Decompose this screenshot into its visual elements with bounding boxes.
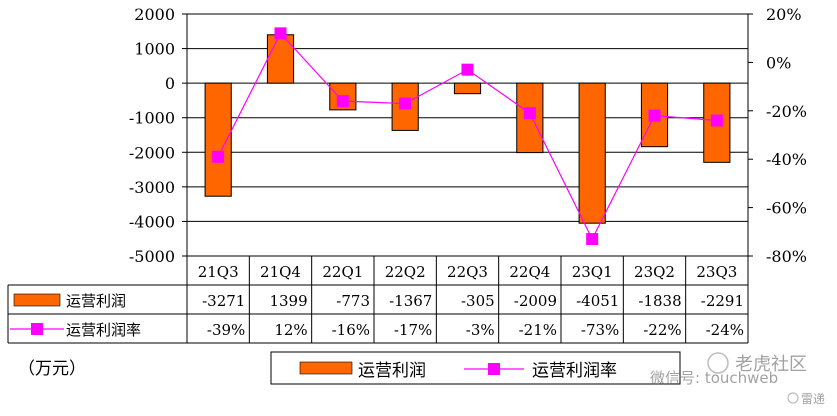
category-label: 22Q3 — [447, 263, 488, 281]
legend-bar-label: 运营利润 — [358, 361, 426, 381]
left-axis-tick-label: -2000 — [129, 143, 175, 162]
category-label: 23Q3 — [696, 263, 737, 281]
left-axis-tick-label: -4000 — [129, 212, 175, 231]
left-axis-tick-label: -5000 — [129, 247, 175, 266]
line-value-label: -22% — [643, 321, 681, 339]
line-value-label: -39% — [207, 321, 245, 339]
bar-value-label: -1367 — [389, 292, 432, 310]
line-value-label: -73% — [581, 321, 619, 339]
bar-value-label: -2009 — [514, 292, 557, 310]
watermark-logo-icon — [707, 352, 729, 374]
bar-value-label: -4051 — [576, 292, 619, 310]
legend-line-marker — [488, 363, 500, 375]
watermark-line1: 老虎社区 — [735, 354, 807, 375]
right-axis-tick-label: 20% — [766, 5, 802, 24]
bar-value-label: -773 — [336, 292, 370, 310]
table-series-name: 运营利润率 — [66, 321, 141, 339]
line-value-label: -3% — [466, 321, 495, 339]
category-label: 21Q3 — [198, 263, 239, 281]
line-value-label: -17% — [394, 321, 432, 339]
category-label: 22Q1 — [322, 263, 363, 281]
bar-value-label: -3271 — [202, 292, 245, 310]
category-label: 23Q1 — [572, 263, 613, 281]
line-marker — [523, 107, 536, 120]
line-marker — [336, 95, 349, 108]
line-marker — [586, 233, 599, 246]
table-series-name: 运营利润 — [66, 292, 126, 310]
right-axis-tick-label: -40% — [766, 150, 807, 169]
data-table: 21Q3 21Q4 22Q1 22Q2 22Q3 22Q4 23Q1 23Q2 23Q3 运营利润… — [7, 255, 749, 344]
axes: 2000 1000 0 -1000 -2000 -3000 -4000 -5000 20% 0% -… — [129, 5, 807, 266]
line-marker — [399, 97, 412, 110]
category-label: 22Q4 — [509, 263, 550, 281]
table-bar-swatch — [13, 293, 61, 307]
line-value-label: -24% — [706, 321, 744, 339]
left-axis-tick-label: 2000 — [134, 5, 175, 24]
bar — [516, 82, 544, 154]
bar-value-label: -305 — [461, 292, 495, 310]
bar-value-label: 1399 — [269, 292, 307, 310]
left-axis-tick-label: -1000 — [129, 109, 175, 128]
bar — [453, 82, 482, 95]
bar-value-label: -1838 — [638, 292, 681, 310]
line-marker — [461, 63, 474, 76]
left-axis-tick-label: 0 — [165, 74, 175, 93]
bar — [266, 34, 295, 84]
legend: 运营利润 运营利润率 — [270, 351, 681, 385]
line-series — [212, 27, 723, 246]
right-axis-tick-label: -80% — [766, 247, 807, 266]
line-marker — [648, 109, 661, 122]
legend-line-label: 运营利润率 — [532, 361, 617, 381]
line-value-label: 12% — [274, 321, 307, 339]
line-marker — [212, 150, 225, 163]
watermark-line2: 微信号: touchweb — [650, 369, 778, 387]
left-axis-tick-label: -3000 — [129, 178, 175, 197]
bar — [578, 82, 606, 224]
watermark-line3: 雷递 — [801, 392, 825, 406]
category-label: 22Q2 — [385, 263, 426, 281]
legend-bar-swatch — [299, 361, 353, 375]
right-axis-tick-label: -20% — [766, 102, 807, 121]
right-axis-tick-label: -60% — [766, 199, 807, 218]
watermark: 老虎社区 微信号: touchweb 雷递 — [650, 352, 825, 406]
line-marker — [710, 114, 723, 127]
line-value-label: -16% — [332, 321, 370, 339]
right-axis-tick-label: 0% — [766, 53, 791, 72]
table-line-marker — [31, 323, 43, 335]
bar-value-label: -2291 — [701, 292, 744, 310]
unit-label: （万元） — [18, 359, 86, 379]
watermark-small-icon — [787, 392, 799, 404]
bar-series — [204, 34, 731, 224]
category-label: 21Q4 — [260, 263, 301, 281]
left-axis-tick-label: 1000 — [134, 40, 175, 59]
line-value-label: -21% — [519, 321, 557, 339]
category-label: 23Q2 — [634, 263, 675, 281]
line-marker — [274, 27, 287, 40]
